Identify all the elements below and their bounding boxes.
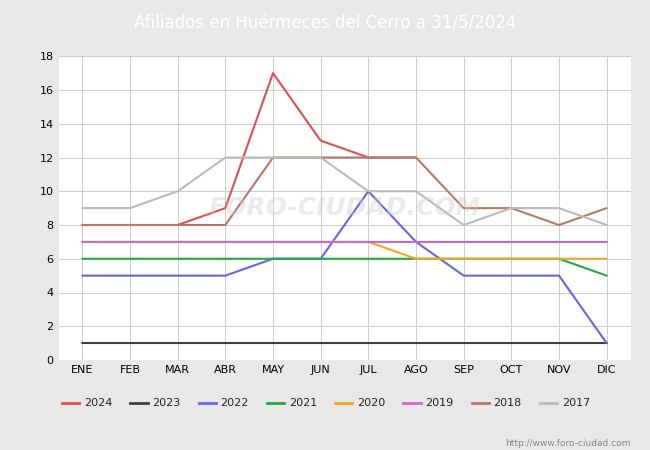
Text: FORO-CIUDAD.COM: FORO-CIUDAD.COM	[208, 196, 481, 220]
Text: 2018: 2018	[493, 398, 522, 408]
Text: 2019: 2019	[425, 398, 454, 408]
Text: 2021: 2021	[289, 398, 317, 408]
Text: 2024: 2024	[84, 398, 112, 408]
Text: http://www.foro-ciudad.com: http://www.foro-ciudad.com	[505, 439, 630, 448]
Text: 2017: 2017	[562, 398, 590, 408]
Text: 2023: 2023	[152, 398, 181, 408]
Text: 2020: 2020	[357, 398, 385, 408]
Text: Afiliados en Huérmeces del Cerro a 31/5/2024: Afiliados en Huérmeces del Cerro a 31/5/…	[134, 14, 516, 33]
Text: 2022: 2022	[220, 398, 249, 408]
